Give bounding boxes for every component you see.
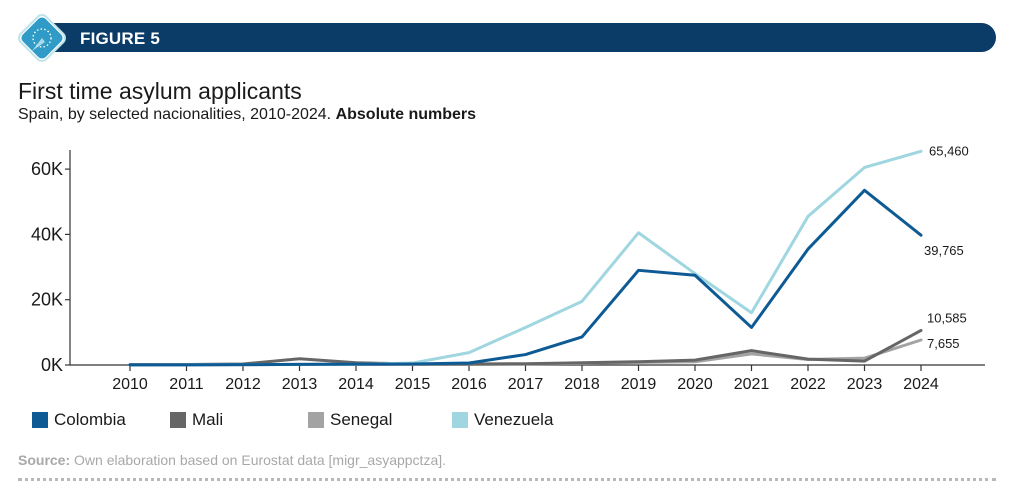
legend-label: Colombia — [54, 410, 126, 429]
end-label-senegal: 7,655 — [927, 336, 960, 351]
x-tick-label: 2017 — [508, 376, 544, 393]
legend-label: Senegal — [330, 410, 393, 429]
line-chart: 0K 20K 40K 60K 2010 2011 2012 2013 2014 2015 2016 2… — [31, 143, 985, 393]
eu-diamond-logo-icon — [18, 14, 66, 62]
legend-item-colombia: Colombia — [32, 410, 170, 430]
chart-title: First time asylum applicants — [18, 78, 302, 104]
end-label-mali: 10,585 — [927, 310, 967, 325]
legend-swatch — [452, 412, 468, 428]
x-tick-label: 2018 — [564, 376, 600, 393]
y-tick-label: 40K — [31, 224, 63, 244]
figure-label: FIGURE 5 — [80, 29, 161, 48]
source-note: Source: Own elaboration based on Eurosta… — [18, 452, 446, 468]
x-tick-label: 2022 — [790, 376, 826, 393]
figure-banner: FIGURE 5 — [46, 23, 996, 52]
subtitle-bold: Absolute numbers — [335, 106, 477, 123]
legend-item-mali: Mali — [170, 410, 308, 430]
x-tick-label: 2013 — [282, 376, 318, 393]
legend-label: Venezuela — [474, 410, 554, 429]
subtitle-plain: Spain, by selected nacionalities, 2010-2… — [18, 106, 332, 123]
x-tick-label: 2024 — [903, 376, 939, 393]
end-label-colombia: 39,765 — [924, 243, 964, 258]
y-tick-label: 60K — [31, 159, 63, 179]
x-tick-label: 2012 — [225, 376, 261, 393]
source-label: Source: — [18, 452, 71, 468]
legend-swatch — [170, 412, 186, 428]
x-tick-label: 2014 — [338, 376, 374, 393]
x-tick-label: 2019 — [621, 376, 657, 393]
legend-label: Mali — [192, 410, 224, 429]
chart-legend: Colombia Mali Senegal Venezuela — [32, 410, 592, 430]
x-tick-label: 2021 — [734, 376, 770, 393]
legend-swatch — [308, 412, 324, 428]
legend-item-senegal: Senegal — [308, 410, 452, 430]
end-label-venezuela: 65,460 — [929, 143, 969, 158]
x-tick-label: 2011 — [169, 376, 204, 393]
y-tick-label: 20K — [31, 290, 63, 310]
legend-item-venezuela: Venezuela — [452, 410, 592, 430]
x-tick-label: 2015 — [395, 376, 431, 393]
x-tick-label: 2016 — [451, 376, 487, 393]
x-tick-label: 2020 — [677, 376, 713, 393]
x-tick-label: 2023 — [847, 376, 883, 393]
legend-swatch — [32, 412, 48, 428]
chart-subtitle: Spain, by selected nacionalities, 2010-2… — [18, 106, 476, 124]
series-line-senegal — [128, 338, 923, 367]
x-tick-label: 2010 — [112, 376, 148, 393]
source-text: Own elaboration based on Eurostat data [… — [74, 452, 447, 468]
y-tick-label: 0K — [41, 355, 63, 375]
series-line-mali — [128, 328, 923, 367]
dotted-divider — [18, 478, 996, 481]
series-line-colombia — [128, 188, 923, 367]
